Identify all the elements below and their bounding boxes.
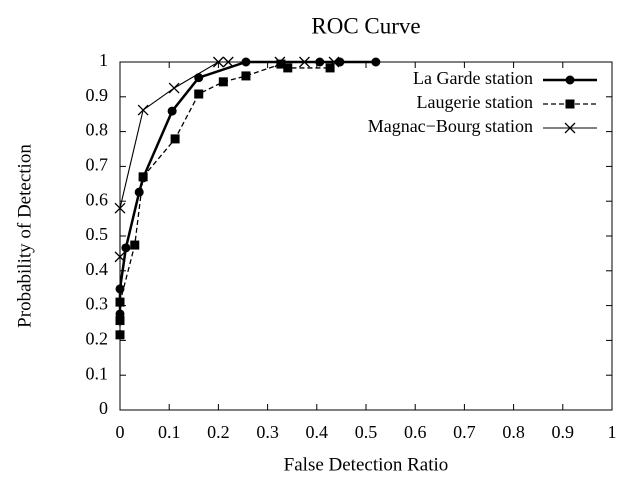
marker	[137, 104, 149, 116]
marker	[212, 56, 224, 68]
marker	[130, 240, 140, 250]
marker	[167, 106, 177, 116]
chart-title: ROC Curve	[311, 13, 420, 38]
legend-marker	[565, 75, 575, 85]
marker	[114, 202, 126, 214]
y-tick-label: 0.3	[86, 294, 109, 314]
marker	[222, 56, 234, 68]
marker	[138, 172, 148, 182]
series-line	[119, 63, 331, 335]
legend-label: La Garde station	[413, 68, 533, 88]
legend-label: Magnac−Bourg station	[368, 116, 533, 136]
marker	[115, 297, 125, 307]
x-tick-label: 0.2	[207, 422, 230, 442]
marker	[274, 56, 286, 68]
y-tick-label: 0.6	[86, 189, 109, 209]
legend-label: Laugerie station	[417, 92, 533, 112]
marker	[194, 73, 204, 83]
marker	[335, 57, 345, 67]
x-tick-label: 0.7	[453, 422, 476, 442]
marker	[283, 63, 293, 73]
y-tick-label: 1	[99, 50, 108, 70]
marker	[170, 134, 180, 144]
series-line	[118, 60, 376, 319]
legend-marker	[564, 122, 576, 134]
y-tick-label: 0.1	[86, 363, 109, 383]
plot-frame	[119, 61, 613, 411]
x-tick-label: 0.3	[256, 422, 279, 442]
marker	[371, 57, 381, 67]
y-tick-label: 0.4	[86, 259, 109, 279]
y-tick-label: 0.8	[86, 120, 109, 140]
marker	[299, 56, 310, 68]
y-tick-label: 0.5	[86, 224, 109, 244]
x-tick-label: 0.9	[552, 422, 575, 442]
x-tick-label: 0.4	[306, 422, 329, 442]
y-tick-label: 0.2	[86, 329, 109, 349]
marker	[241, 71, 251, 81]
x-tick-label: 0.5	[355, 422, 378, 442]
marker	[115, 330, 125, 340]
legend-marker	[565, 99, 575, 109]
marker	[121, 243, 131, 253]
y-tick-label: 0	[99, 398, 108, 418]
x-tick-label: 1	[608, 422, 617, 442]
marker	[218, 77, 228, 87]
y-axis-label: Probability of Detection	[14, 144, 35, 328]
marker	[276, 59, 286, 69]
marker	[194, 89, 204, 99]
marker	[325, 63, 335, 73]
marker	[114, 251, 126, 263]
x-axis-label: False Detection Ratio	[284, 454, 449, 475]
x-tick-label: 0	[116, 422, 125, 442]
marker	[134, 187, 144, 197]
marker	[168, 82, 180, 94]
marker	[115, 316, 125, 326]
marker	[328, 56, 340, 68]
y-tick-label: 0.9	[86, 85, 109, 105]
y-tick-label: 0.7	[86, 155, 109, 175]
x-tick-label: 0.1	[158, 422, 181, 442]
x-tick-label: 0.6	[404, 422, 427, 442]
x-tick-label: 0.8	[502, 422, 525, 442]
